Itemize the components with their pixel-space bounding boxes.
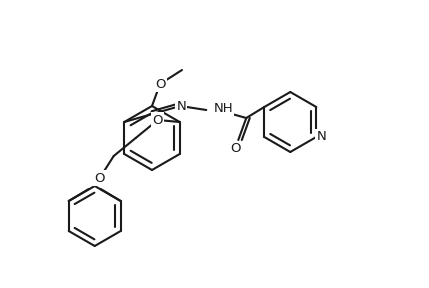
- Text: N: N: [176, 99, 186, 113]
- Text: N: N: [317, 130, 326, 143]
- Text: O: O: [94, 171, 105, 185]
- Text: O: O: [230, 143, 241, 156]
- Text: O: O: [155, 77, 165, 90]
- Text: O: O: [152, 113, 163, 126]
- Text: NH: NH: [213, 101, 233, 115]
